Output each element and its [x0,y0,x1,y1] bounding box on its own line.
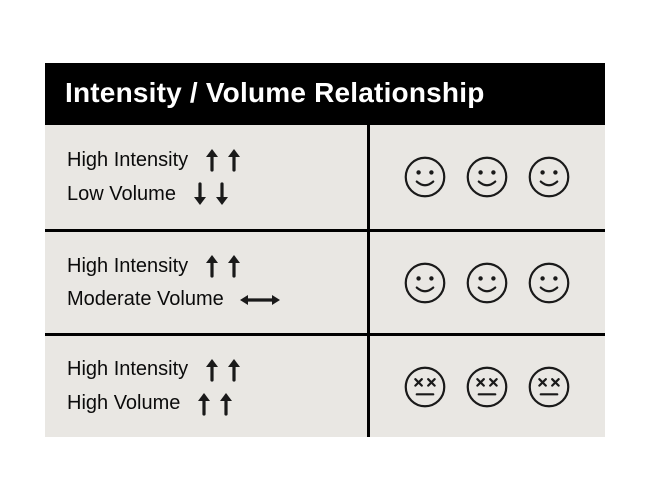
intensity-line: High Intensity [67,254,357,278]
row-left: High Intensity Low Volume [45,125,370,229]
rows-container: High Intensity Low Volume [45,125,605,437]
table-row: High Intensity Low Volume [45,125,605,229]
row-right [370,232,605,333]
smile-face-icon [403,155,447,199]
row-right [370,336,605,437]
up-arrows-icon [202,254,244,278]
intensity-line: High Intensity [67,358,357,382]
smile-face-icon [465,155,509,199]
up-arrows-icon [202,148,244,172]
volume-label: High Volume [67,392,180,415]
smile-face-icon [527,155,571,199]
smile-face-icon [465,261,509,305]
volume-line: Low Volume [67,182,357,206]
volume-label: Moderate Volume [67,288,224,311]
table-row: High Intensity High Volume [45,333,605,437]
relationship-card: Intensity / Volume Relationship High Int… [45,63,605,437]
volume-line: Moderate Volume [67,288,357,311]
smile-face-icon [527,261,571,305]
smile-face-icon [403,261,447,305]
row-right [370,125,605,229]
down-arrows-icon [190,182,232,206]
volume-line: High Volume [67,392,357,416]
up-arrows-icon [194,392,236,416]
intensity-label: High Intensity [67,255,188,278]
row-left: High Intensity Moderate Volume [45,232,370,333]
dead-face-icon [527,365,571,409]
intensity-line: High Intensity [67,148,357,172]
table-row: High Intensity Moderate Volume [45,229,605,333]
dead-face-icon [403,365,447,409]
horizontal-arrow-icon [238,290,282,310]
row-left: High Intensity High Volume [45,336,370,437]
dead-face-icon [465,365,509,409]
up-arrows-icon [202,358,244,382]
intensity-label: High Intensity [67,149,188,172]
intensity-label: High Intensity [67,358,188,381]
volume-label: Low Volume [67,183,176,206]
card-title: Intensity / Volume Relationship [45,63,605,125]
